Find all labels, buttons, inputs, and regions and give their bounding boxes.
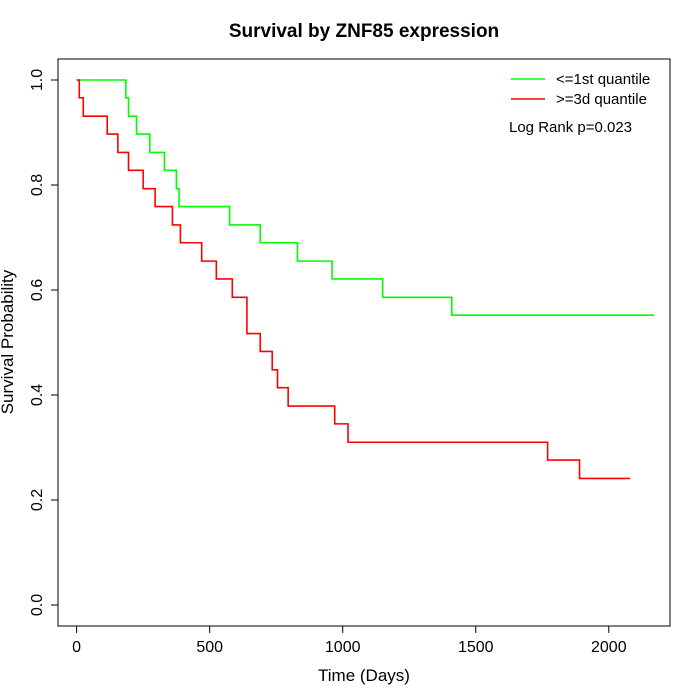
chart-title: Survival by ZNF85 expression [229,21,499,42]
series-line-high-expression [76,79,631,480]
y-axis-label: Survival Probability [0,269,17,414]
y-tick-label: 0.2 [29,489,46,511]
y-tick-label: 0.6 [29,279,46,301]
x-tick-label: 500 [196,639,223,656]
x-tick-label: 1000 [325,639,361,656]
y-axis: 0.0 0.2 0.4 0.6 0.8 1.0 [29,69,59,616]
y-tick-label: 0.8 [29,174,46,196]
log-rank-annotation: Log Rank p=0.023 [509,119,632,136]
y-tick-label: 0.0 [29,594,46,616]
series-line-low-expression [76,79,655,316]
x-axis-label: Time (Days) [318,666,410,685]
series-layer [76,79,655,480]
x-tick-label: 1500 [458,639,494,656]
legend-label: >=3d quantile [556,91,647,108]
x-tick-label: 0 [72,639,81,656]
x-tick-label: 2000 [591,639,627,656]
y-tick-label: 1.0 [29,69,46,91]
legend-label: <=1st quantile [556,71,650,88]
x-axis: 0 500 1000 1500 2000 [72,625,627,656]
legend: <=1st quantile >=3d quantile [511,71,650,108]
y-tick-label: 0.4 [29,384,46,406]
